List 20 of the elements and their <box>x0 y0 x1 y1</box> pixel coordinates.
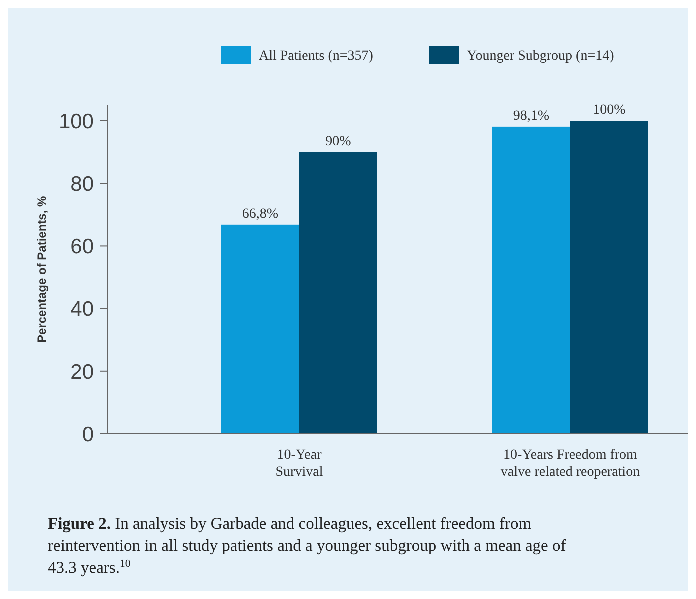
data-label: 98,1% <box>513 108 550 124</box>
data-label: 100% <box>593 103 626 118</box>
y-tick-label: 80 <box>70 172 94 196</box>
bar <box>492 126 570 434</box>
caption: Figure 2. In analysis by Garbade and colleagues, excellent freedom from reintervention in all study patients and a younger subgroup with a mean age of 43.3 years.$^{10}$ <box>48 514 567 577</box>
legend-label: All Patients (n=357) <box>259 49 374 64</box>
x-tick-label: 10-Years Freedom from valve related reoperation <box>500 448 640 480</box>
y-tick-label: 0 <box>82 423 94 446</box>
bar <box>300 152 378 434</box>
bar <box>222 224 300 434</box>
x-tick-label: 10-Year Survival <box>276 448 324 480</box>
bar <box>570 121 648 434</box>
y-tick-label: 20 <box>70 360 94 384</box>
legend-label: Younger Subgroup (n=14) <box>467 49 615 64</box>
y-axis-title: Percentage of Patients, % <box>35 196 49 344</box>
y-tick-label: 40 <box>70 298 94 322</box>
data-label: 66,8% <box>242 206 279 222</box>
y-tick-label: 60 <box>70 236 94 259</box>
y-tick-label: 100 <box>58 110 94 134</box>
data-label: 90% <box>326 134 352 150</box>
